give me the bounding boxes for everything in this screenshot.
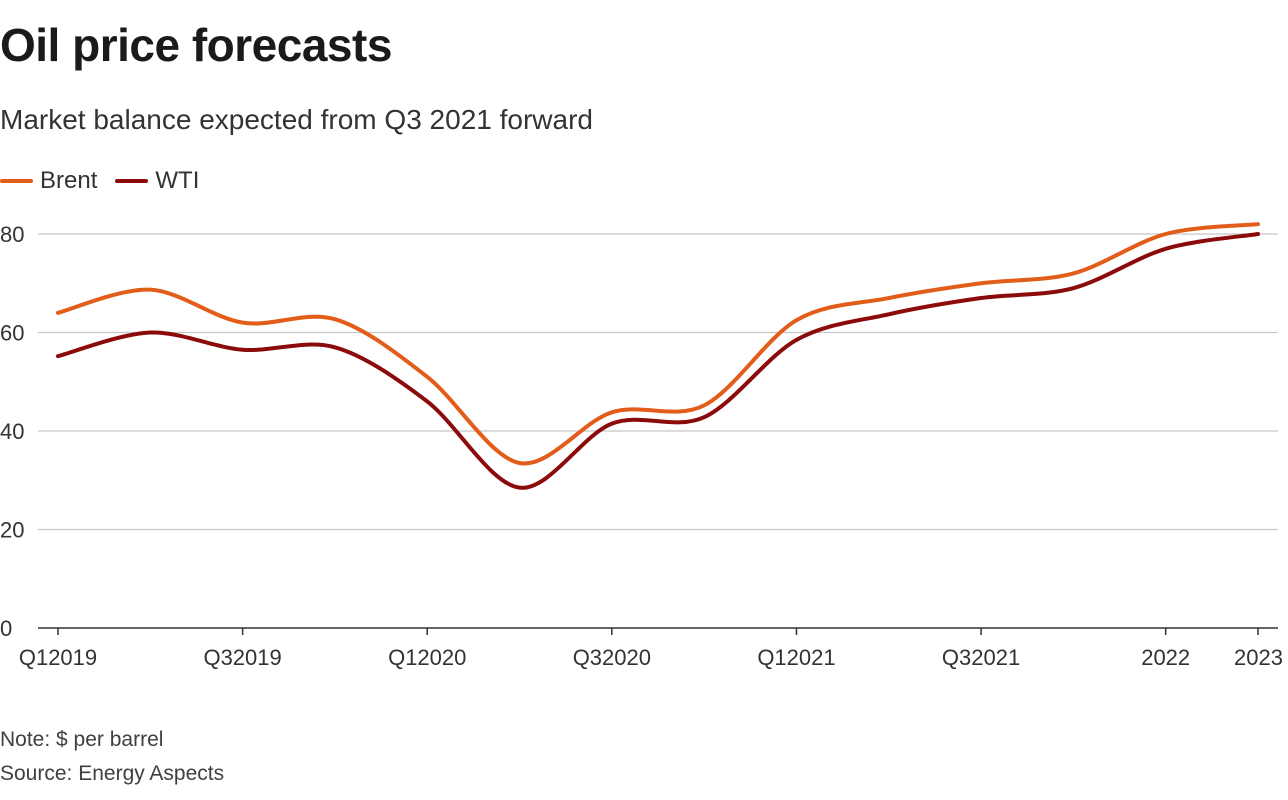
data-point-brent-0: [56, 311, 60, 315]
legend-item-wti: WTI: [115, 167, 199, 195]
legend-label-brent: Brent: [40, 167, 98, 194]
y-tick-label-40: 40: [0, 419, 24, 444]
data-point-brent-2: [241, 321, 245, 325]
legend-swatch-brent: [0, 179, 33, 183]
line-chart: 0 20 40 60 80 Q12019 Q32019 Q12020 Q32020 Q12021…: [0, 222, 1283, 670]
data-point-wti-2: [241, 348, 245, 352]
chart-title: Oil price forecasts: [0, 19, 392, 71]
data-point-brent-9: [887, 296, 891, 300]
x-tick-label-Q32020: Q32020: [573, 645, 651, 670]
data-point-brent-5: [518, 461, 522, 465]
data-point-wti-13: [1256, 232, 1260, 236]
data-point-wti-3: [333, 345, 337, 349]
series-line-wti: [56, 232, 1260, 490]
data-point-brent-10: [979, 281, 983, 285]
data-point-wti-4: [425, 399, 429, 403]
series-layer: [56, 222, 1260, 490]
chart-subtitle: Market balance expected from Q3 2021 for…: [0, 104, 593, 135]
series-wti: [56, 232, 1260, 490]
y-tick-label-0: 0: [0, 616, 12, 641]
footnote-source: Source: Energy Aspects: [0, 762, 225, 785]
x-tick-label-2023: 2023: [1234, 645, 1283, 670]
data-point-brent-6: [610, 410, 614, 414]
x-tick-label-Q32019: Q32019: [203, 645, 281, 670]
data-point-wti-8: [794, 338, 798, 342]
x-tick-label-Q12021: Q12021: [757, 645, 835, 670]
data-point-brent-1: [148, 288, 152, 292]
x-tick-label-2022: 2022: [1141, 645, 1190, 670]
data-point-wti-9: [887, 312, 891, 316]
data-point-brent-12: [1164, 232, 1168, 236]
data-point-brent-11: [1071, 271, 1075, 275]
data-point-brent-7: [702, 403, 706, 407]
x-axis-ticks: Q12019 Q32019 Q12020 Q32020 Q12021 Q32021 2022…: [19, 628, 1283, 670]
footnote-note: Note: $ per barrel: [0, 728, 164, 751]
x-tick-label-Q12020: Q12020: [388, 645, 466, 670]
x-tick-label-Q32021: Q32021: [942, 645, 1020, 670]
legend: Brent WTI: [0, 166, 217, 196]
grid-layer: [38, 233, 1278, 531]
legend-label-wti: WTI: [155, 167, 200, 194]
legend-swatch-wti: [115, 179, 149, 183]
data-point-wti-6: [610, 422, 614, 426]
data-point-wti-1: [148, 331, 152, 335]
data-point-brent-8: [794, 318, 798, 322]
data-point-wti-7: [702, 415, 706, 419]
data-point-brent-3: [333, 317, 337, 321]
y-tick-label-80: 80: [0, 222, 24, 247]
data-point-wti-11: [1071, 286, 1075, 290]
data-point-wti-0: [56, 354, 60, 358]
data-point-brent-13: [1256, 222, 1260, 226]
y-axis-ticks: 0 20 40 60 80: [0, 222, 24, 641]
x-tick-label-Q12019: Q12019: [19, 645, 97, 670]
data-point-brent-4: [425, 375, 429, 379]
legend-item-brent: Brent: [0, 167, 97, 195]
data-point-wti-12: [1164, 247, 1168, 251]
data-point-wti-10: [979, 296, 983, 300]
data-point-wti-5: [518, 486, 522, 490]
y-tick-label-20: 20: [0, 518, 24, 543]
series-brent: [56, 222, 1260, 466]
series-line-brent: [56, 222, 1260, 466]
y-tick-label-60: 60: [0, 321, 24, 346]
